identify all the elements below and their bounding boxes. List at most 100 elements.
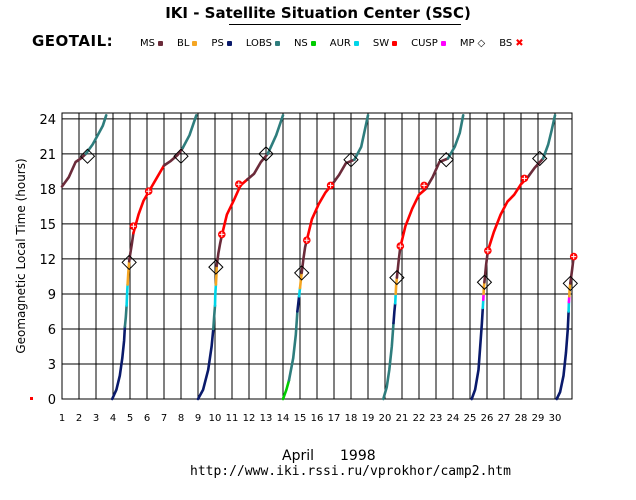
legend-swatch [226,40,232,46]
footer-year: 1998 [340,448,376,464]
orbit-segment-lobs [382,321,395,401]
footer-url: http://www.iki.rssi.ru/vprokhor/camp2.ht… [190,464,511,479]
orbit-segment-bl [214,264,218,286]
orbit-segment-sw [486,175,530,252]
orbit-segment-aur [481,298,485,310]
y-tick-label: 6 [48,323,56,338]
legend-swatch [192,40,198,46]
x-tick-label: 26 [481,413,494,424]
legend-label: SW [372,37,390,49]
y-tick-label: 12 [39,253,56,268]
y-tick-label: 9 [48,288,56,303]
bow-shock-marker [326,181,335,190]
chart-title: IKI - Satellite Situation Center (SSC) [165,4,471,22]
magnetopause-marker [79,148,96,164]
x-tick-label: 30 [549,413,562,424]
orbit-segment-bl [298,271,303,290]
bow-shock-marker [569,252,578,261]
bow-shock-marker [484,246,492,255]
orbit-segment-ms [569,255,575,285]
magnetopause-marker [121,254,137,271]
orbit-segment-ms [526,157,545,179]
x-tick-label: 23 [430,413,443,424]
orbit-segment-ms [246,152,269,181]
orbit-segment-ms [424,157,450,191]
orbit-segment-ms [395,245,402,279]
x-tick-label: 14 [277,413,290,424]
x-tick-label: 29 [532,413,545,424]
magnetopause-marker [389,269,405,286]
orbit-segment-lobs [123,304,128,328]
x-tick-label: 6 [144,413,150,424]
x-tick-label: 10 [209,413,222,424]
legend-label: LOBS [245,37,272,49]
cross-icon: ✖ [515,37,524,49]
magnetopause-marker [258,146,274,162]
orbit-segment-aur [393,292,397,305]
x-tick-label: 3 [93,413,99,424]
legend-item-bs: BS ✖ [499,38,523,49]
legend-item-sw: SW [372,37,398,49]
legend-label: BL [176,37,190,49]
x-tick-label: 15 [294,413,307,424]
footer-month: April [282,448,314,464]
magnetopause-marker [531,150,548,167]
bow-shock-marker [520,174,529,183]
x-tick-label: 9 [195,413,201,424]
x-tick-label: 1 [59,413,65,424]
diamond-icon: ◇ [477,37,486,49]
y-tick-label: 0 [48,393,56,408]
orbit-segment-aur [213,283,218,307]
legend-item-cusp: CUSP [411,38,446,49]
legend-item-bl: BL [176,37,198,49]
magnetopause-marker [476,274,493,290]
legend-label: MP [459,37,475,49]
magnetopause-marker [562,275,579,292]
y-tick-label: 24 [39,113,56,128]
x-tick-label: 11 [226,413,239,424]
x-tick-label: 28 [515,413,528,424]
bow-shock-marker [396,242,405,250]
bow-shock-marker [144,187,153,196]
legend-swatch [157,40,163,46]
orbit-segment-ms [215,234,224,268]
x-tick-label: 20 [379,413,392,424]
spacecraft-label: GEOTAIL: [32,32,114,50]
x-tick-label: 19 [362,413,375,424]
orbit-segment-lobs [84,114,108,156]
orbit-segment-bl [482,281,486,296]
orbit-segment-aur [125,283,129,307]
legend-label: PS [211,37,224,49]
y-tick-label: 15 [39,218,56,233]
x-tick-label: 8 [178,413,184,424]
orbit-segment-ps [392,302,397,325]
orbit-segment-sw [399,187,428,249]
bow-shock-marker [235,180,243,189]
legend-swatch [353,40,359,46]
x-tick-label: 18 [345,413,358,424]
orbit-segment-ps [470,306,485,401]
orbit-segment-lobs [266,114,285,156]
magnetopause-marker [293,265,310,281]
x-tick-label: 22 [413,413,426,424]
x-tick-label: 17 [328,413,341,424]
bow-shock-marker [420,181,428,190]
x-tick-label: 5 [127,413,133,424]
legend-label: AUR [329,37,351,49]
y-tick-label: 18 [39,183,56,198]
orbit-segment-ms [127,231,135,263]
orbit-segment-ps [110,325,127,401]
orbit-segment-lobs [212,304,217,331]
x-tick-label: 4 [110,413,116,424]
legend-swatch [274,40,280,46]
x-tick-label: 13 [260,413,273,424]
y-tick-label: 21 [39,148,56,163]
orbit-segment-sw [305,182,334,242]
legend-item-ns: NS [294,38,316,49]
x-tick-label: 7 [161,413,167,424]
legend-item-ms: MS [140,38,163,49]
legend-swatch [440,40,446,46]
orbit-segment-bl [126,260,131,286]
orbit-segment-ms [331,158,356,186]
